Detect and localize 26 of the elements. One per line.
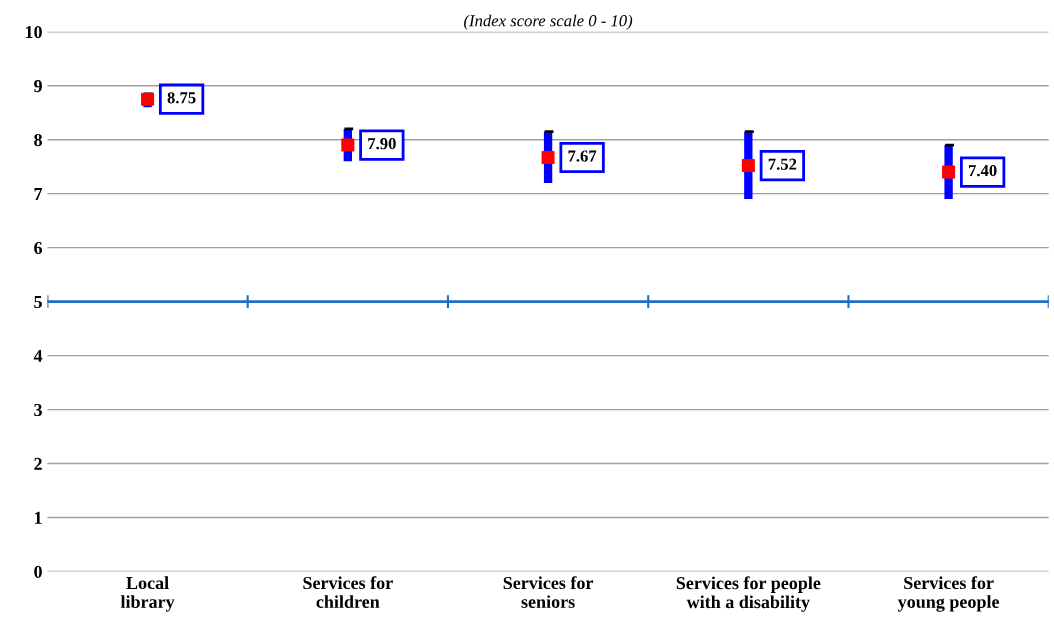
- y-tick-label: 8: [34, 133, 42, 147]
- x-tick-label: Local library: [120, 576, 175, 612]
- data-label: 7.40: [969, 165, 997, 177]
- y-tick-label: 1: [34, 511, 42, 524]
- x-tick-label: Services for people with a disability: [676, 576, 821, 612]
- y-tick-label: 0: [34, 565, 42, 578]
- y-tick-label: 9: [34, 80, 42, 93]
- point: [942, 165, 956, 179]
- y-tick-label: 6: [34, 241, 43, 255]
- y-tick-label: 7: [34, 188, 43, 200]
- y-tick-label: 2: [34, 457, 42, 470]
- x-tick-label: Services for young people: [897, 576, 1000, 612]
- data-label: 7.52: [768, 158, 797, 170]
- y-tick-label: 3: [34, 403, 42, 417]
- point: [341, 138, 355, 152]
- y-tick-label: 5: [34, 296, 42, 309]
- data-label: 7.67: [568, 150, 597, 162]
- x-tick-label: Services for children: [303, 576, 393, 608]
- data-label: 7.90: [368, 138, 396, 150]
- y-tick-label: 10: [25, 26, 42, 39]
- y-tick-label: 4: [33, 349, 43, 362]
- data-label: 8.75: [167, 92, 196, 104]
- point: [741, 159, 755, 173]
- x-tick-label: Services for seniors: [503, 576, 594, 608]
- chart-title: (Index score scale 0 - 10): [464, 14, 633, 30]
- point: [541, 151, 555, 165]
